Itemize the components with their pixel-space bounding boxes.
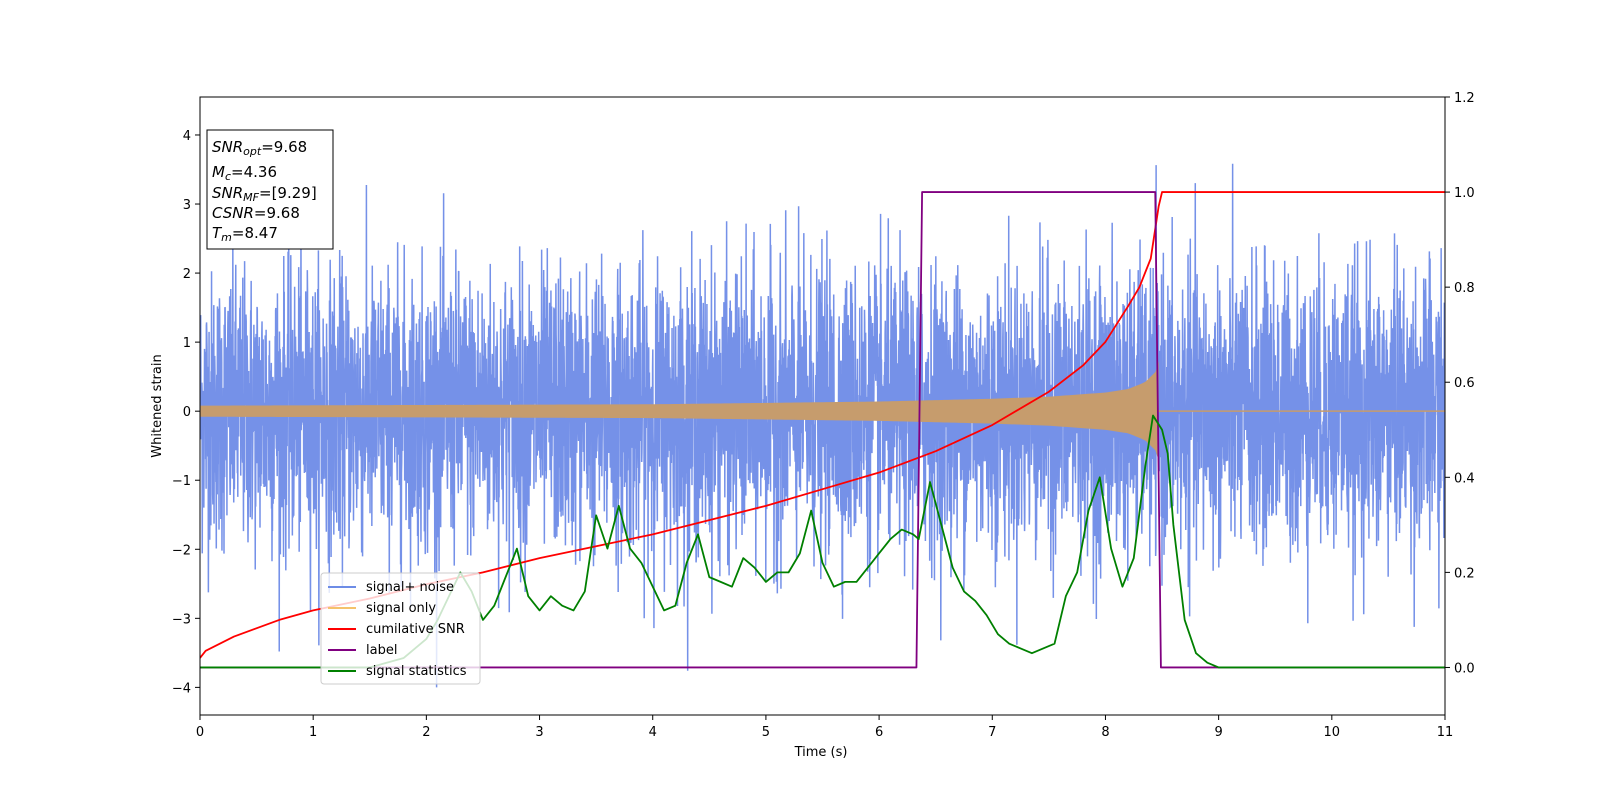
x-tick-label: 10 bbox=[1324, 725, 1341, 740]
y-left-tick-label: 2 bbox=[183, 267, 191, 282]
y-left-tick-label: −4 bbox=[172, 681, 191, 696]
x-tick-label: 6 bbox=[875, 725, 883, 740]
info-tm-subscript: m bbox=[221, 231, 232, 244]
info-csnr-value: =9.68 bbox=[254, 204, 300, 222]
series-signal-only bbox=[200, 361, 1159, 461]
info-csnr: CSNR=9.68 bbox=[212, 204, 300, 222]
info-tm: Tm=8.47 bbox=[212, 224, 278, 244]
x-tick-label: 4 bbox=[649, 725, 657, 740]
x-tick-label: 2 bbox=[422, 725, 430, 740]
y-left-tick-label: −3 bbox=[172, 612, 191, 627]
y-left-tick-label: −2 bbox=[172, 543, 191, 558]
info-snr-opt-value: =9.68 bbox=[261, 138, 307, 156]
x-tick-label: 1 bbox=[309, 725, 317, 740]
info-tm-symbol: T bbox=[212, 224, 223, 242]
info-mc-value: =4.36 bbox=[231, 163, 277, 181]
info-snr-opt-symbol: SNR bbox=[212, 138, 243, 156]
legend-entry-label: signal only bbox=[366, 601, 436, 616]
y-right-tick-label: 0.8 bbox=[1454, 281, 1475, 296]
y-right-tick-label: 0.0 bbox=[1454, 661, 1475, 676]
info-snr-mf: SNRMF=[9.29] bbox=[212, 184, 317, 204]
info-mc: Mc=4.36 bbox=[212, 163, 277, 183]
x-tick-label: 3 bbox=[535, 725, 543, 740]
y-axis-label: Whitened strain bbox=[150, 354, 165, 457]
info-snr-opt: SNRopt=9.68 bbox=[212, 138, 307, 158]
info-box: SNRopt=9.68 Mc=4.36 SNRMF=[9.29] CSNR=9.… bbox=[206, 129, 334, 250]
series-label bbox=[200, 191, 1445, 669]
x-tick-label: 5 bbox=[762, 725, 770, 740]
y-right-tick-label: 0.4 bbox=[1454, 471, 1475, 486]
y-right-tick-label: 1.0 bbox=[1454, 186, 1475, 201]
y-left-tick-label: 1 bbox=[183, 336, 191, 351]
axis-ticks: 0 1 2 3 4 5 6 7 8 9 10 11 −4 −3 −2 −1 0 1 2 3 4 0.0 0.2 0.4 0.6 0… bbox=[172, 91, 1475, 740]
y-right-tick-label: 0.2 bbox=[1454, 566, 1475, 581]
series-signal-plus-noise bbox=[200, 163, 1445, 688]
legend: signal+ noise signal only cumilative SNR la… bbox=[320, 572, 481, 685]
info-mc-subscript: c bbox=[225, 170, 231, 183]
info-snr-mf-value: =[9.29] bbox=[259, 184, 317, 202]
x-tick-label: 7 bbox=[988, 725, 996, 740]
axes-frame bbox=[199, 96, 1446, 716]
series-signal-statistics bbox=[200, 414, 1445, 669]
info-tm-value: =8.47 bbox=[232, 224, 278, 242]
info-box-frame bbox=[206, 129, 334, 250]
info-mc-symbol: M bbox=[212, 163, 225, 181]
info-csnr-symbol: CSNR bbox=[212, 204, 254, 222]
y-left-tick-label: −1 bbox=[172, 474, 191, 489]
y-left-tick-label: 4 bbox=[183, 129, 191, 144]
y-left-tick-label: 3 bbox=[183, 198, 191, 213]
legend-entry-label: signal+ noise bbox=[366, 580, 454, 595]
y-right-tick-label: 1.2 bbox=[1454, 91, 1475, 106]
info-snr-opt-subscript: opt bbox=[243, 145, 262, 158]
x-tick-label: 8 bbox=[1101, 725, 1109, 740]
x-tick-label: 0 bbox=[196, 725, 204, 740]
legend-frame bbox=[320, 572, 481, 685]
x-tick-label: 9 bbox=[1214, 725, 1222, 740]
legend-entry-label: label bbox=[366, 643, 397, 658]
x-axis-label: Time (s) bbox=[794, 745, 848, 760]
y-left-tick-label: 0 bbox=[183, 405, 191, 420]
info-snr-mf-subscript: MF bbox=[243, 191, 259, 204]
info-snr-mf-symbol: SNR bbox=[212, 184, 243, 202]
y-right-tick-label: 0.6 bbox=[1454, 376, 1475, 391]
x-tick-label: 11 bbox=[1437, 725, 1454, 740]
legend-entry-label: cumilative SNR bbox=[366, 622, 465, 637]
legend-entry-label: signal statistics bbox=[366, 664, 467, 679]
